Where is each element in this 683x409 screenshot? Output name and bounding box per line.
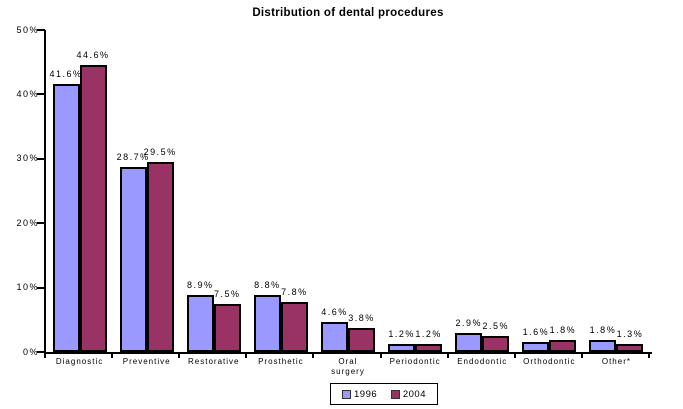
bar-value-label: 1.3%: [616, 328, 644, 339]
y-tick-label: 0%: [22, 346, 39, 357]
y-tick: [37, 29, 45, 31]
x-tick: [178, 352, 181, 358]
chart-title: Distribution of dental procedures: [252, 7, 444, 19]
bar-value-label: 41.6%: [49, 69, 83, 80]
y-tick: [37, 286, 45, 289]
y-tick: [37, 157, 45, 160]
bar-value-label: 8.8%: [254, 280, 281, 291]
bar-1996: [321, 322, 348, 352]
bar-1996: [253, 295, 281, 352]
bar-1996: [119, 167, 147, 352]
bar-1996: [388, 344, 416, 352]
bar-1996: [186, 294, 214, 352]
bar-1996: [589, 340, 617, 352]
x-tick: [446, 352, 449, 358]
bar-2004: [280, 301, 308, 352]
bar-value-label: 1.2%: [415, 329, 442, 340]
legend-label: 1996: [354, 388, 378, 400]
bar-2004: [482, 335, 510, 352]
category-label: Prosthetic: [258, 357, 304, 366]
x-tick: [245, 352, 248, 358]
category-label: Orthodontic: [523, 357, 576, 366]
bar-value-label: 1.2%: [388, 329, 415, 340]
category-label: Endodontic: [457, 357, 508, 366]
x-tick: [648, 352, 650, 358]
bar-value-label: 1.8%: [589, 325, 617, 336]
bar-value-label: 3.8%: [348, 312, 375, 323]
bar-2004: [146, 162, 174, 352]
y-tick-label: 50%: [16, 24, 39, 35]
legend: 1996 2004: [330, 383, 438, 405]
bar-value-label: 44.6%: [76, 49, 110, 60]
bar-2004: [549, 340, 577, 352]
category-label: Oral surgery: [331, 357, 365, 376]
x-tick: [379, 352, 382, 358]
bar-value-label: 28.7%: [116, 152, 150, 163]
y-tick: [37, 222, 45, 225]
category-label: Periodontic: [389, 357, 441, 366]
bar-1996: [52, 84, 80, 352]
x-tick: [111, 352, 114, 358]
legend-swatch-icon: [342, 389, 351, 399]
bar-1996: [455, 333, 483, 352]
x-tick: [580, 352, 583, 358]
category-label: Restorative: [188, 357, 240, 366]
bar-2004: [616, 343, 644, 352]
bar-1996: [522, 341, 550, 352]
x-tick: [44, 352, 46, 358]
category-label: Preventive: [122, 357, 171, 366]
x-tick: [312, 352, 315, 358]
bar-value-label: 8.9%: [187, 279, 214, 290]
bar-2004: [348, 327, 375, 352]
y-tick-label: 40%: [16, 88, 39, 99]
legend-item-1996: 1996: [342, 389, 377, 400]
legend-item-2004: 2004: [390, 388, 426, 400]
bar-value-label: 4.6%: [321, 307, 348, 318]
bar-value-label: 1.8%: [549, 325, 577, 336]
bar-value-label: 1.6%: [522, 326, 550, 337]
bar-value-label: 29.5%: [143, 147, 177, 158]
bar-value-label: 7.8%: [281, 286, 308, 297]
y-tick-label: 20%: [16, 217, 39, 228]
bar-value-label: 2.5%: [482, 320, 509, 331]
bar-value-label: 7.5%: [214, 288, 241, 299]
bar-2004: [213, 303, 241, 352]
bar-value-label: 2.9%: [455, 318, 482, 329]
x-axis-line: [44, 352, 652, 354]
category-label: Diagnostic: [55, 357, 104, 366]
y-axis-line: [44, 30, 46, 354]
y-tick: [37, 93, 45, 96]
category-label: Other*: [601, 357, 631, 366]
y-tick-label: 10%: [16, 282, 39, 293]
y-tick: [37, 351, 45, 353]
bar-2004: [415, 344, 443, 352]
bar-2004: [79, 64, 107, 352]
y-tick-label: 30%: [16, 153, 39, 164]
legend-swatch-icon: [390, 389, 400, 399]
legend-label: 2004: [402, 388, 426, 400]
x-tick: [513, 352, 516, 358]
